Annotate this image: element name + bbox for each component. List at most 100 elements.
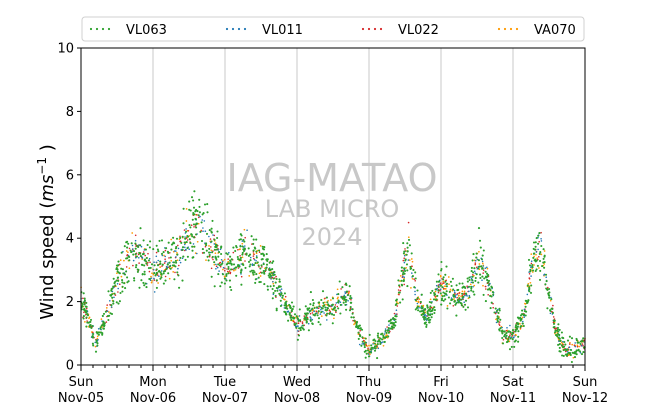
data-point [269,285,272,288]
data-point [402,242,405,245]
data-point [122,272,125,275]
data-point [255,238,258,241]
data-point [222,268,224,271]
data-point [213,285,216,288]
data-point [97,333,100,336]
data-point [383,333,386,335]
data-point [398,284,401,287]
data-point [446,307,449,310]
data-point [235,246,238,249]
data-point [492,302,494,305]
data-point [552,326,555,329]
data-point [265,263,269,266]
data-point [557,343,560,346]
data-point [369,353,371,356]
data-point [505,334,508,337]
data-point [434,288,437,291]
data-point [358,334,362,337]
data-point [372,343,374,345]
data-point [258,272,261,275]
legend-marker [95,27,99,31]
data-point [466,285,468,288]
data-point [451,298,454,301]
data-point [317,321,320,324]
data-point [552,322,556,325]
data-point [297,322,300,325]
data-point [278,285,281,288]
data-point [255,256,258,259]
data-point [403,250,406,253]
data-point [456,289,459,292]
data-point [266,288,269,291]
data-point [86,321,89,324]
data-point [181,279,184,282]
data-point [360,344,363,347]
data-point [165,247,168,250]
data-point [403,267,406,270]
data-point [564,348,567,351]
data-point [437,285,440,288]
data-point [338,280,341,283]
data-point [569,353,572,357]
data-point [554,333,558,337]
data-point [127,255,130,258]
data-point [279,289,281,291]
data-point [145,262,148,265]
data-point [210,275,213,278]
data-point [254,281,257,284]
data-point [106,304,108,306]
data-point [312,302,315,305]
data-point [501,332,504,335]
data-point [237,249,239,251]
data-point [121,281,124,284]
data-point [82,297,84,300]
data-point [398,286,401,288]
data-point [180,241,183,244]
data-point [549,299,552,302]
data-point [147,259,150,262]
data-point [425,323,428,326]
data-point [176,259,179,262]
data-point [516,327,519,330]
data-point [495,318,497,321]
data-point [225,273,228,276]
data-point [431,289,434,292]
data-point [440,303,443,306]
data-point [135,264,138,267]
data-point [275,286,278,290]
data-point [385,331,388,334]
data-point [208,247,211,250]
data-point [150,281,153,284]
data-point [555,327,557,329]
data-point [126,257,129,260]
data-point [368,333,371,336]
x-tick-day: Tue [213,375,236,390]
data-point [377,336,380,339]
data-point [531,271,534,273]
data-point [164,258,166,261]
data-point [241,256,244,259]
data-point [241,263,244,266]
data-point [317,317,321,320]
data-point [240,263,243,265]
data-point [543,263,546,265]
data-point [556,330,560,333]
data-point [324,306,327,309]
data-point [268,268,271,271]
data-point [124,287,127,290]
data-point [414,271,417,274]
data-point [252,249,255,252]
data-point [428,300,431,304]
data-point [110,306,113,308]
data-point [468,290,470,293]
watermark-line2: LAB MICRO [265,195,400,223]
data-point [566,339,570,342]
data-point [272,291,275,295]
data-point [181,246,185,249]
data-point [458,294,460,297]
data-point [440,269,443,272]
data-point [309,303,312,306]
data-point [253,259,256,261]
data-point [291,307,294,311]
data-point [175,250,177,252]
